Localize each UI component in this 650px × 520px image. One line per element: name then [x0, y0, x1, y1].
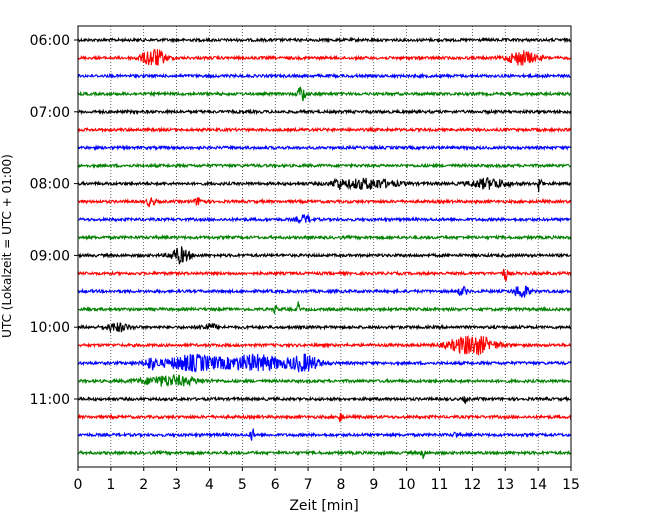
trace-1015 [77, 334, 572, 356]
y-tick-label: 11:00 [30, 392, 70, 408]
trace-1000 [77, 322, 572, 334]
trace-0845 [77, 233, 572, 241]
trace-0600 [77, 36, 572, 44]
x-tick-label: 0 [74, 477, 83, 493]
x-tick-label: 5 [238, 477, 247, 493]
trace-0930 [77, 285, 572, 299]
y-axis-label: UTC (Lokalzeit = UTC + 01:00) [0, 154, 14, 338]
trace-0715 [77, 126, 572, 134]
x-tick-label: 8 [336, 477, 345, 493]
x-tick-label: 15 [562, 477, 580, 493]
trace-0615 [77, 48, 572, 66]
trace-0745 [77, 162, 572, 170]
seismogram-traces [77, 36, 572, 460]
x-tick-label: 12 [463, 477, 481, 493]
x-tick-label: 7 [304, 477, 313, 493]
y-tick-label: 10:00 [30, 320, 70, 336]
x-tick-label: 11 [431, 477, 449, 493]
x-tick-label: 4 [205, 477, 214, 493]
y-tick-label: 09:00 [30, 248, 70, 264]
x-tick-label: 14 [529, 477, 547, 493]
trace-0815 [77, 196, 572, 208]
y-tick-label: 08:00 [30, 177, 70, 193]
trace-0730 [77, 144, 572, 152]
trace-0915 [77, 268, 572, 282]
x-tick-label: 13 [496, 477, 514, 493]
trace-1130 [77, 428, 572, 441]
trace-0645 [77, 86, 572, 102]
y-tick-label: 07:00 [30, 105, 70, 121]
x-axis-ticks: 0 1 2 3 4 5 6 7 8 9 10 11 12 13 14 15 [74, 467, 580, 493]
trace-0900 [77, 246, 572, 265]
x-tick-label: 3 [172, 477, 181, 493]
x-tick-label: 9 [369, 477, 378, 493]
y-tick-label: 06:00 [30, 33, 70, 49]
trace-1100 [77, 395, 572, 405]
trace-0800 [77, 177, 572, 193]
x-axis-label: Zeit [min] [289, 498, 358, 514]
x-tick-label: 1 [106, 477, 115, 493]
trace-0700 [77, 108, 572, 116]
x-tick-label: 2 [139, 477, 148, 493]
trace-1145 [77, 449, 572, 460]
trace-1115 [77, 412, 572, 423]
y-axis-ticks: 06:00 07:00 08:00 09:00 10:00 11:00 [30, 33, 78, 408]
plot-frame [77, 25, 572, 468]
trace-0630 [77, 72, 572, 80]
trace-1045 [77, 373, 572, 388]
x-tick-label: 6 [271, 477, 280, 493]
trace-0830 [77, 213, 572, 224]
trace-0945 [77, 301, 572, 315]
trace-1030 [77, 353, 572, 373]
x-tick-label: 10 [398, 477, 416, 493]
